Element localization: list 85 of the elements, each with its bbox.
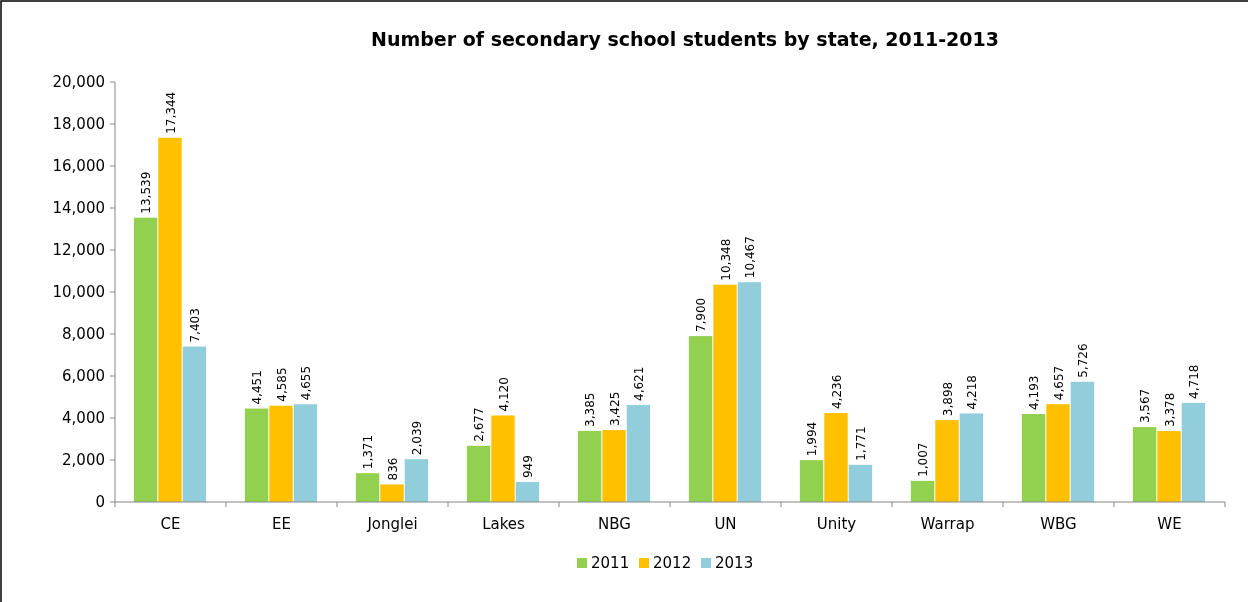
data-label: 17,344 bbox=[163, 91, 178, 134]
bar bbox=[158, 137, 182, 502]
data-label: 2,677 bbox=[472, 407, 487, 442]
bar bbox=[1021, 413, 1046, 502]
legend-label: 2012 bbox=[653, 554, 692, 573]
bar bbox=[713, 284, 737, 502]
data-label: 4,657 bbox=[1051, 365, 1066, 401]
y-tick-label: 6,000 bbox=[62, 367, 105, 386]
data-label: 4,236 bbox=[829, 374, 844, 410]
data-label: 949 bbox=[521, 455, 536, 479]
data-label: 4,585 bbox=[274, 367, 289, 402]
bar bbox=[244, 408, 269, 502]
bar bbox=[737, 282, 762, 502]
bar bbox=[1157, 431, 1181, 502]
y-tick-label: 4,000 bbox=[62, 409, 105, 428]
data-label: 1,007 bbox=[916, 442, 931, 477]
y-tick-label: 14,000 bbox=[52, 199, 105, 218]
data-label: 5,726 bbox=[1076, 343, 1091, 378]
data-label: 3,898 bbox=[940, 381, 955, 417]
x-tick-label: Lakes bbox=[482, 515, 526, 533]
data-label: 1,994 bbox=[805, 421, 820, 457]
bar bbox=[799, 460, 824, 502]
bar bbox=[269, 405, 293, 502]
data-label: 7,900 bbox=[694, 297, 709, 333]
bar bbox=[182, 346, 207, 502]
bar bbox=[466, 445, 491, 502]
data-label: 4,120 bbox=[496, 377, 511, 412]
y-tick-label: 16,000 bbox=[52, 157, 105, 176]
data-label: 3,378 bbox=[1162, 392, 1177, 428]
bar bbox=[824, 413, 848, 502]
y-tick-label: 0 bbox=[95, 493, 105, 512]
bar bbox=[577, 430, 602, 502]
bar bbox=[959, 413, 984, 502]
data-label: 3,385 bbox=[583, 392, 598, 427]
bar bbox=[1046, 404, 1070, 502]
bar bbox=[404, 459, 429, 502]
x-tick-label: Unity bbox=[816, 515, 857, 533]
bar bbox=[848, 464, 873, 502]
x-tick-label: Jonglei bbox=[366, 515, 418, 533]
y-tick-label: 2,000 bbox=[62, 451, 105, 470]
x-tick-label: EE bbox=[272, 515, 291, 533]
y-tick-label: 10,000 bbox=[52, 283, 105, 302]
data-label: 10,467 bbox=[743, 236, 758, 279]
data-label: 4,451 bbox=[250, 370, 265, 405]
y-tick-label: 8,000 bbox=[62, 325, 105, 344]
bar bbox=[1070, 381, 1095, 502]
bar bbox=[602, 430, 626, 502]
bar bbox=[491, 415, 515, 502]
bar bbox=[1181, 402, 1206, 502]
bar bbox=[626, 404, 651, 502]
x-tick-label: UN bbox=[714, 515, 737, 533]
bar bbox=[1132, 427, 1157, 502]
x-tick-label: WBG bbox=[1040, 515, 1077, 533]
bar bbox=[380, 484, 404, 502]
data-label: 3,425 bbox=[607, 391, 622, 427]
data-label: 4,718 bbox=[1187, 364, 1202, 399]
data-label: 4,218 bbox=[965, 375, 980, 410]
legend-label: 2011 bbox=[591, 554, 630, 573]
data-label: 7,403 bbox=[188, 308, 203, 343]
x-tick-label: Warrap bbox=[920, 515, 975, 533]
bar bbox=[515, 482, 540, 502]
x-tick-label: WE bbox=[1157, 515, 1182, 533]
data-label: 836 bbox=[385, 457, 400, 481]
data-label: 10,348 bbox=[718, 238, 733, 281]
x-tick-label: NBG bbox=[598, 515, 631, 533]
data-label: 1,771 bbox=[854, 426, 869, 461]
bar bbox=[910, 480, 935, 502]
y-tick-label: 12,000 bbox=[52, 241, 105, 260]
data-label: 13,539 bbox=[139, 171, 154, 214]
bar bbox=[293, 404, 318, 502]
bar bbox=[935, 420, 959, 502]
data-label: 4,655 bbox=[299, 365, 314, 401]
data-label: 4,193 bbox=[1027, 375, 1042, 410]
data-label: 4,621 bbox=[632, 366, 647, 401]
bar bbox=[133, 217, 158, 502]
chart-title: Number of secondary school students by state, 2011-2013 bbox=[371, 28, 999, 50]
x-tick-label: CE bbox=[160, 515, 181, 533]
data-label: 2,039 bbox=[410, 420, 425, 456]
legend-label: 2013 bbox=[715, 554, 754, 573]
data-label: 3,567 bbox=[1138, 388, 1153, 424]
bar bbox=[355, 473, 380, 502]
y-tick-label: 18,000 bbox=[52, 115, 105, 134]
bar bbox=[688, 336, 713, 502]
y-tick-label: 20,000 bbox=[52, 73, 105, 92]
data-label: 1,371 bbox=[361, 434, 376, 470]
